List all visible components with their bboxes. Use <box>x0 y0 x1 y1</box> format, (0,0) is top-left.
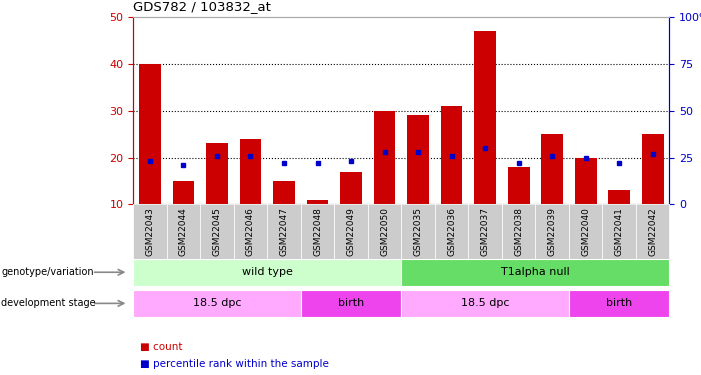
Bar <box>569 290 669 317</box>
Text: wild type: wild type <box>242 267 293 277</box>
Text: ■ percentile rank within the sample: ■ percentile rank within the sample <box>140 359 329 369</box>
Text: GSM22036: GSM22036 <box>447 207 456 256</box>
Text: GSM22049: GSM22049 <box>346 207 355 256</box>
Bar <box>139 64 161 204</box>
Text: GSM22038: GSM22038 <box>514 207 523 256</box>
Bar <box>306 200 329 204</box>
Bar <box>267 204 301 259</box>
Bar <box>468 204 502 259</box>
Bar <box>407 116 429 204</box>
Text: GSM22037: GSM22037 <box>481 207 489 256</box>
Bar <box>273 181 295 204</box>
Bar <box>575 158 597 204</box>
Text: GSM22035: GSM22035 <box>414 207 423 256</box>
Bar <box>206 144 228 204</box>
Bar <box>536 204 569 259</box>
Bar <box>233 204 267 259</box>
Text: GSM22047: GSM22047 <box>280 207 289 256</box>
Text: T1alpha null: T1alpha null <box>501 267 570 277</box>
Bar <box>541 134 563 204</box>
Text: GSM22044: GSM22044 <box>179 207 188 256</box>
Bar <box>200 204 233 259</box>
Text: birth: birth <box>338 298 365 308</box>
Bar <box>301 204 334 259</box>
Text: birth: birth <box>606 298 632 308</box>
Bar <box>642 134 664 204</box>
Text: 18.5 dpc: 18.5 dpc <box>193 298 241 308</box>
Bar <box>172 181 194 204</box>
Bar <box>401 290 569 317</box>
Bar <box>133 204 167 259</box>
Text: GSM22041: GSM22041 <box>615 207 624 256</box>
Bar <box>240 139 261 204</box>
Bar <box>441 106 463 204</box>
Bar <box>608 190 630 204</box>
Text: GSM22050: GSM22050 <box>380 207 389 256</box>
Bar <box>133 259 401 286</box>
Text: development stage: development stage <box>1 298 96 308</box>
Bar <box>602 204 636 259</box>
Text: 18.5 dpc: 18.5 dpc <box>461 298 510 308</box>
Text: genotype/variation: genotype/variation <box>1 267 94 277</box>
Text: GSM22048: GSM22048 <box>313 207 322 256</box>
Bar <box>569 204 602 259</box>
Text: GSM22046: GSM22046 <box>246 207 255 256</box>
Bar <box>401 204 435 259</box>
Bar <box>368 204 401 259</box>
Bar <box>340 172 362 204</box>
Bar <box>508 167 529 204</box>
Bar <box>401 259 669 286</box>
Bar <box>502 204 536 259</box>
Text: ■ count: ■ count <box>140 342 183 352</box>
Bar <box>301 290 401 317</box>
Text: GSM22039: GSM22039 <box>547 207 557 256</box>
Text: GDS782 / 103832_at: GDS782 / 103832_at <box>133 0 271 13</box>
Bar <box>374 111 395 204</box>
Bar <box>435 204 468 259</box>
Text: GSM22045: GSM22045 <box>212 207 222 256</box>
Bar <box>474 31 496 204</box>
Bar <box>636 204 669 259</box>
Bar <box>167 204 200 259</box>
Text: GSM22043: GSM22043 <box>145 207 154 256</box>
Text: GSM22040: GSM22040 <box>581 207 590 256</box>
Bar <box>133 290 301 317</box>
Bar <box>334 204 368 259</box>
Text: GSM22042: GSM22042 <box>648 207 658 256</box>
